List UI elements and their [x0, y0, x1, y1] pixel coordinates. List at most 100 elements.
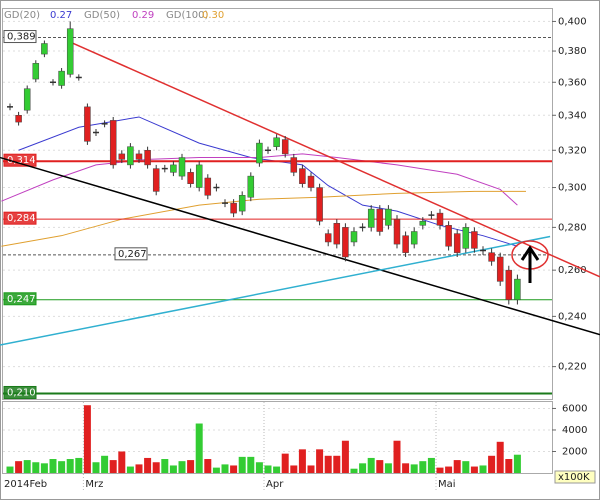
volume-bar: [204, 459, 212, 473]
y-tick-label: 0,220: [558, 362, 587, 373]
level-label-box: [3, 292, 37, 306]
volume-bar: [453, 460, 461, 473]
unit-label: x100K: [558, 472, 590, 483]
trend-line: [0, 235, 551, 346]
candle-body: [385, 208, 392, 226]
volume-bar: [419, 461, 427, 473]
volume-bar: [195, 423, 203, 473]
volume-bar: [187, 460, 195, 473]
level-label: 0,267: [118, 249, 147, 260]
x-tick-label: Mrz: [85, 479, 103, 490]
y-tick-label: 0,340: [558, 110, 587, 121]
level-label-box: [3, 30, 37, 44]
volume-bar: [324, 455, 332, 473]
candle-body: [290, 157, 298, 173]
y-tick-label: 2000: [562, 446, 587, 457]
candle-body: [324, 233, 332, 243]
plot-layer: 0,220 0,240 0,260 0,280 0,300 0,320 0,340 0,360…: [0, 10, 600, 490]
volume-bar: [238, 456, 246, 473]
level-label: 0,314: [7, 155, 36, 166]
volume-bar: [32, 462, 40, 473]
candle-body: [178, 157, 186, 177]
volume-bar: [169, 465, 177, 473]
y-tick-label: 0,300: [558, 183, 587, 194]
volume-bar: [333, 455, 341, 473]
candle-body: [32, 63, 40, 80]
volume-bar: [496, 441, 504, 473]
volume-bar: [316, 449, 324, 473]
volume-bar: [255, 462, 263, 473]
candle-body: [187, 172, 194, 184]
x-tick-label: Apr: [266, 479, 284, 490]
candle-body: [333, 223, 341, 245]
candle-body: [109, 120, 117, 166]
candle-body: [367, 208, 375, 228]
arrow: [520, 245, 540, 283]
price-pane: [2, 8, 553, 400]
y-tick-label: 0,280: [558, 222, 587, 233]
candle-body: [204, 177, 212, 196]
y-tick-label: 4000: [562, 425, 587, 436]
candle-body: [436, 212, 444, 226]
candle-body: [118, 153, 126, 160]
candle-body: [170, 164, 177, 173]
volume-bar: [40, 463, 48, 473]
volume-bar: [505, 459, 513, 473]
volume-bar: [212, 467, 220, 473]
x-tick-label: Mai: [438, 479, 456, 490]
volume-bar: [178, 461, 186, 473]
candle-body: [84, 106, 91, 142]
candle-body: [41, 43, 48, 55]
volume-bar: [264, 465, 272, 473]
level-label-box: [114, 247, 148, 261]
candle-body: [15, 115, 22, 123]
volume-bar: [402, 463, 410, 473]
volume-bar: [341, 440, 349, 473]
candle-body: [505, 269, 513, 301]
volume-bar: [281, 453, 289, 473]
volume-bar: [6, 466, 14, 473]
level-label: 0,389: [7, 32, 36, 43]
volume-bar: [513, 454, 521, 473]
volume-bar: [307, 465, 315, 473]
moving-average: [1, 190, 526, 247]
trend-line: [69, 41, 600, 278]
candle-body: [230, 202, 237, 214]
candle-body: [410, 231, 418, 245]
candle-body: [350, 231, 358, 243]
legend-name: GD(20): [4, 10, 40, 21]
volume-bar: [470, 466, 478, 473]
candle-body: [152, 168, 160, 192]
y-tick-label: 0,240: [558, 311, 587, 322]
y-tick-label: 0,380: [558, 46, 587, 57]
candle-body: [402, 235, 409, 253]
volume-bar: [273, 466, 281, 473]
candle-body: [144, 150, 151, 166]
moving-average: [1, 153, 518, 206]
volume-bar: [58, 461, 66, 473]
volume-bar: [479, 465, 487, 473]
candle-body: [256, 142, 263, 164]
level-label-box: [3, 153, 37, 167]
candle-body: [393, 218, 401, 245]
volume-bar: [66, 459, 74, 473]
candle-body: [273, 137, 280, 147]
candle-body: [376, 208, 384, 232]
volume-bar: [488, 455, 496, 473]
level-label-box: [3, 211, 37, 225]
legend-name: GD(100): [166, 10, 208, 21]
volume-bar: [393, 440, 401, 473]
y-tick-label: 6000: [562, 403, 587, 414]
volume-bar: [15, 461, 23, 473]
legend-value: 0.30: [202, 10, 224, 21]
candle-body: [488, 252, 495, 262]
candle-body: [135, 153, 143, 160]
candle-body: [419, 220, 427, 226]
level-label: 0,284: [7, 213, 36, 224]
volume-bar: [367, 457, 375, 473]
volume-bar: [350, 468, 358, 473]
candle-body: [127, 146, 134, 166]
volume-bar: [384, 463, 392, 473]
volume-bar: [126, 466, 134, 473]
candle-body: [247, 175, 255, 198]
